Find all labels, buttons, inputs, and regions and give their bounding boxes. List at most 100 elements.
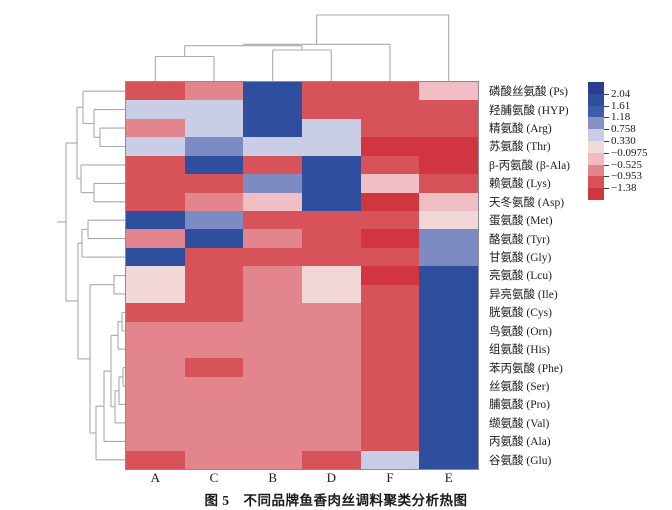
legend-tick: [604, 164, 609, 166]
heatmap-cell: [360, 321, 420, 340]
legend-tick-label: −0.0975: [611, 146, 648, 159]
heatmap-cell: [419, 266, 478, 285]
heatmap-cell: [360, 358, 420, 377]
legend-tick: [604, 117, 609, 119]
heatmap-grid: [125, 81, 479, 470]
heatmap-cell: [184, 155, 244, 175]
heatmap-cell: [184, 100, 244, 119]
legend-color-segment: [588, 152, 604, 165]
heatmap-cell: [126, 100, 185, 119]
heatmap-cell: [243, 137, 302, 156]
row-label: 异亮氨酸 (Ile): [489, 288, 558, 301]
legend-tick: [604, 129, 609, 131]
heatmap-cell: [360, 432, 420, 451]
legend-tick: [604, 188, 609, 190]
heatmap-cell: [419, 321, 478, 340]
heatmap-cell: [302, 211, 361, 230]
heatmap-cell: [302, 413, 361, 433]
column-label: A: [150, 470, 161, 485]
row-label: 胱氨酸 (Cys): [489, 307, 552, 320]
heatmap-cell: [360, 266, 420, 285]
heatmap-cell: [360, 395, 420, 414]
legend-tick-label: −0.953: [611, 170, 642, 183]
heatmap-cell: [243, 450, 302, 469]
color-scale-legend: 2.04 1.61 1.18 0.758 0.330 −0.0975 −0.525 −0.95…: [588, 82, 672, 212]
heatmap-cell: [184, 284, 244, 304]
heatmap-cell: [184, 413, 244, 433]
heatmap-cell: [360, 413, 420, 433]
heatmap-cell: [360, 118, 420, 138]
legend-tick-label: 0.758: [611, 123, 636, 136]
heatmap-cell: [419, 118, 478, 138]
row-label: 精氨酸 (Arg): [489, 123, 552, 136]
legend-tick-label: −0.525: [611, 158, 642, 171]
heatmap-cell: [184, 174, 244, 193]
legend-color-segment: [588, 188, 604, 200]
heatmap-cell: [419, 100, 478, 119]
heatmap-cell: [126, 395, 185, 414]
heatmap-cell: [302, 137, 361, 156]
heatmap-cell: [419, 155, 478, 175]
heatmap-cell: [126, 155, 185, 175]
heatmap-cell: [302, 100, 361, 119]
heatmap-cell: [243, 376, 302, 396]
heatmap-cell: [419, 303, 478, 322]
heatmap-cell: [243, 266, 302, 285]
heatmap-cell: [302, 284, 361, 304]
heatmap-cell: [184, 432, 244, 451]
heatmap-cell: [126, 118, 185, 138]
heatmap-cell: [126, 229, 185, 248]
heatmap-cell: [126, 432, 185, 451]
row-label: 磷酸丝氨酸 (Ps): [489, 86, 568, 99]
heatmap-cell: [184, 192, 244, 211]
legend-color-segment: [588, 117, 604, 130]
heatmap-cell: [419, 137, 478, 156]
heatmap-cell: [419, 211, 478, 230]
heatmap-cell: [243, 100, 302, 119]
heatmap-cell: [243, 321, 302, 340]
heatmap-cell: [419, 376, 478, 396]
heatmap-cell: [126, 413, 185, 433]
heatmap-cell: [184, 82, 244, 101]
heatmap-cell: [184, 211, 244, 230]
row-label: 赖氨酸 (Lys): [489, 178, 551, 191]
legend-tick: [604, 105, 609, 107]
heatmap-cell: [419, 192, 478, 211]
heatmap-cell: [184, 137, 244, 156]
heatmap-cell: [243, 174, 302, 193]
heatmap-cell: [419, 284, 478, 304]
heatmap-cell: [360, 192, 420, 211]
heatmap-cell: [243, 229, 302, 248]
heatmap-cell: [184, 247, 244, 267]
heatmap-cell: [184, 266, 244, 285]
heatmap-cell: [302, 303, 361, 322]
heatmap-cell: [243, 340, 302, 359]
row-label: 亮氨酸 (Lcu): [489, 270, 552, 283]
heatmap-cell: [360, 247, 420, 267]
heatmap-cell: [360, 155, 420, 175]
heatmap-cell: [243, 155, 302, 175]
legend-tick-label: 0.330: [611, 135, 636, 147]
heatmap-cell: [243, 395, 302, 414]
legend-tick-label: 1.61: [611, 99, 631, 112]
heatmap-cell: [302, 82, 361, 101]
heatmap-cell: [184, 303, 244, 322]
heatmap-cell: [126, 211, 185, 230]
heatmap-cell: [126, 340, 185, 359]
heatmap-cell: [419, 358, 478, 377]
heatmap-cell: [360, 211, 420, 230]
heatmap-cell: [126, 284, 185, 304]
row-label: 脯氨酸 (Pro): [489, 399, 551, 412]
row-label: 谷氨酸 (Glu): [489, 454, 552, 467]
heatmap-cell: [243, 284, 302, 304]
row-label: 苏氨酸 (Thr): [489, 141, 551, 154]
legend-color-segment: [588, 164, 604, 177]
heatmap-cell: [360, 229, 420, 248]
heatmap-cell: [419, 395, 478, 414]
heatmap-cell: [360, 303, 420, 322]
heatmap-cell: [302, 229, 361, 248]
heatmap-cell: [126, 247, 185, 267]
heatmap-cell: [184, 321, 244, 340]
heatmap-cell: [302, 358, 361, 377]
